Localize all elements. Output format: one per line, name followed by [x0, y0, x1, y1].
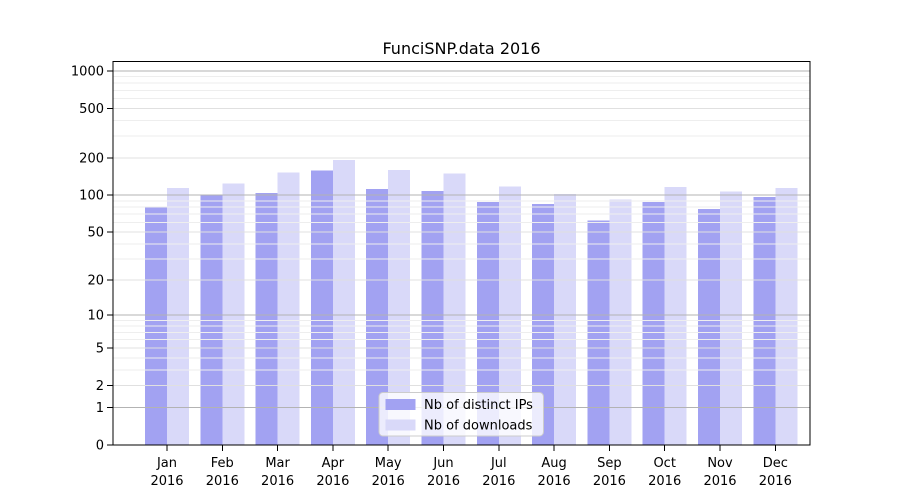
y-tick-label: 5 [96, 342, 104, 357]
bars-group [145, 160, 798, 446]
legend-label-downloads: Nb of downloads [424, 419, 533, 434]
x-tick-label-month: Sep [597, 456, 622, 471]
y-tick-label: 50 [87, 226, 104, 241]
bar-distinct-ips-aug [532, 203, 555, 445]
bar-downloads-apr [332, 160, 355, 446]
x-tick-label-year: 2016 [482, 474, 515, 489]
x-tick-label-year: 2016 [593, 474, 626, 489]
legend-swatch-distinct-ips [385, 399, 416, 410]
x-tick-label-year: 2016 [759, 474, 792, 489]
x-tick-label-year: 2016 [206, 474, 239, 489]
y-tick-label: 500 [79, 102, 104, 117]
bar-downloads-feb [222, 183, 245, 445]
bar-downloads-jun [443, 173, 466, 446]
gridlines-group [113, 70, 810, 408]
y-tick-label: 100 [79, 189, 104, 204]
bar-downloads-mar [277, 172, 300, 445]
x-tick-label-month: Feb [211, 456, 234, 471]
bar-downloads-nov [720, 191, 742, 445]
plot-area: 0 1 2 5 10 20 50 100 200 500 1000 Jan 2016 Feb 2016 Mar… [71, 61, 811, 489]
chart-title: FunciSNP.data 2016 [382, 39, 540, 58]
bar-downloads-oct [664, 187, 687, 445]
bar-downloads-jan [167, 188, 189, 445]
bar-distinct-ips-jun [421, 191, 444, 445]
x-tick-label-month: Jun [432, 456, 453, 471]
y-tick-label: 1 [96, 401, 104, 416]
x-tick-label-year: 2016 [261, 474, 294, 489]
bar-distinct-ips-nov [698, 209, 720, 445]
x-tick-label-month: Apr [322, 456, 345, 471]
x-tick-label-month: Mar [265, 456, 290, 471]
x-tick-label-month: Jan [156, 456, 177, 471]
y-tick-label: 1000 [71, 65, 104, 80]
x-tick-label-month: May [375, 456, 402, 471]
bar-distinct-ips-apr [310, 170, 333, 445]
bar-downloads-may [388, 169, 411, 445]
legend-box [378, 392, 544, 437]
x-tick-label-month: Nov [707, 456, 733, 471]
x-tick-label-month: Jul [490, 456, 507, 471]
y-tick-label: 20 [87, 274, 104, 289]
x-tick-label-month: Aug [541, 456, 566, 471]
x-tick-label-year: 2016 [150, 474, 183, 489]
bar-distinct-ips-feb [200, 194, 223, 445]
bar-distinct-ips-may [366, 189, 389, 445]
x-tick-label-year: 2016 [648, 474, 681, 489]
legend-swatch-downloads [385, 419, 416, 431]
x-tick-label-year: 2016 [538, 474, 571, 489]
chart-overlay: FunciSNP.data 2016 Nb of distinct IPs Nb… [378, 39, 544, 437]
axes-group: 0 1 2 5 10 20 50 100 200 500 1000 Jan 2016 Feb 2016 Mar… [71, 61, 811, 489]
x-tick-label-month: Dec [763, 456, 788, 471]
bar-downloads-aug [554, 194, 577, 445]
legend: Nb of distinct IPs Nb of downloads [378, 392, 544, 437]
bar-downloads-dec [775, 188, 798, 445]
y-tick-label: 10 [87, 309, 104, 324]
y-tick-label: 2 [96, 379, 104, 394]
legend-label-distinct-ips: Nb of distinct IPs [424, 398, 533, 413]
plot-frame [112, 61, 811, 446]
bar-distinct-ips-mar [255, 193, 278, 445]
y-tick-label: 200 [79, 151, 104, 166]
bar-distinct-ips-jul [476, 202, 499, 445]
bar-downloads-sep [609, 199, 632, 445]
x-tick-label-year: 2016 [703, 474, 736, 489]
x-tick-label-year: 2016 [427, 474, 460, 489]
x-tick-label-month: Oct [653, 456, 675, 471]
bar-distinct-ips-oct [642, 202, 665, 445]
x-tick-label-year: 2016 [372, 474, 405, 489]
x-tick-label-year: 2016 [316, 474, 349, 489]
y-tick-label: 0 [96, 439, 104, 454]
